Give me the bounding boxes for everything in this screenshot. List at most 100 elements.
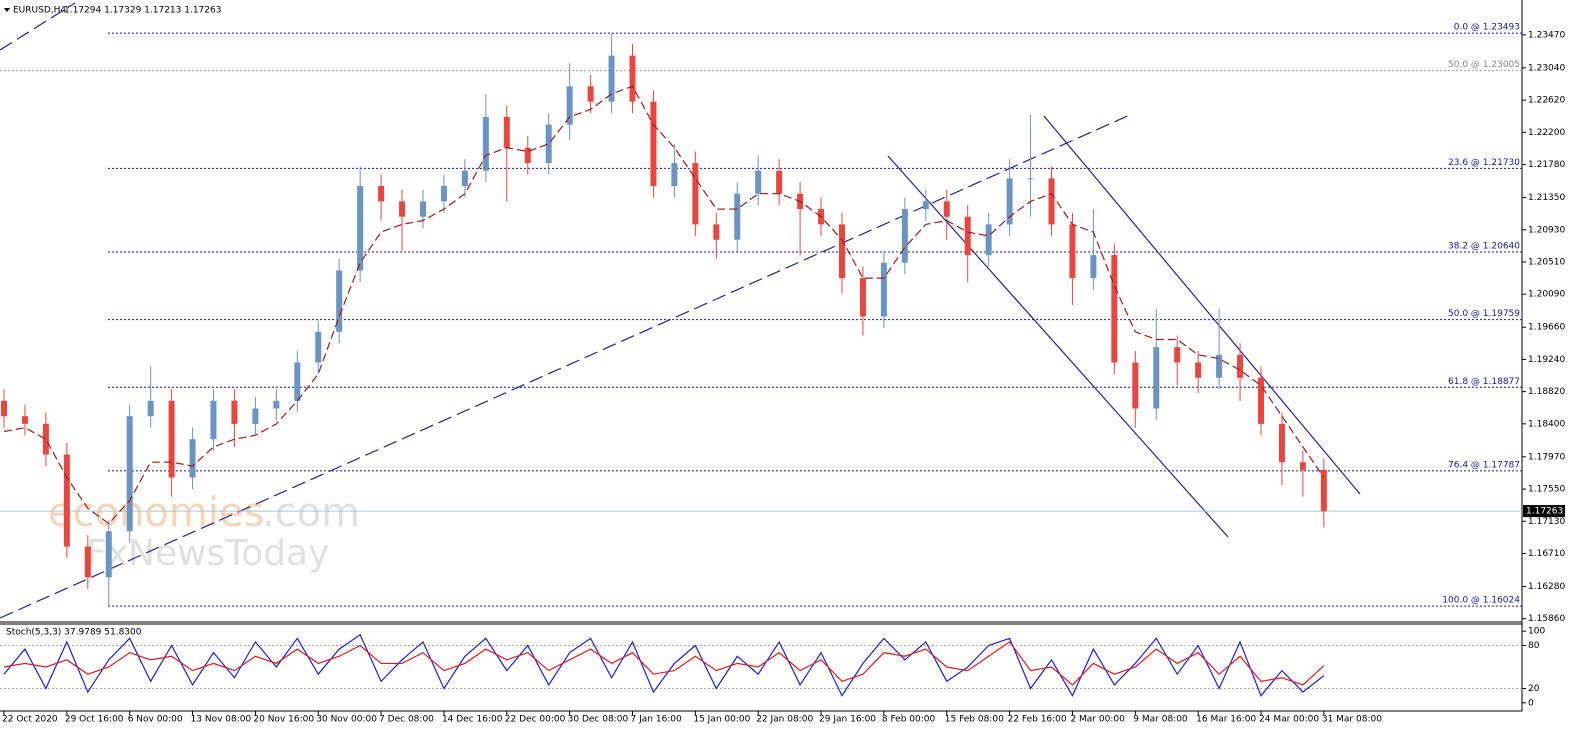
candle-body <box>1195 362 1202 378</box>
candle-body <box>315 331 322 363</box>
candle-body <box>566 86 573 125</box>
candle-body <box>42 423 49 455</box>
x-tick-label: 30 Dec 08:00 <box>568 715 629 725</box>
candle-body <box>1027 178 1034 180</box>
x-tick-label: 22 Dec 00:00 <box>505 715 566 725</box>
candle-body <box>503 117 510 148</box>
candle-body <box>399 201 406 217</box>
candle-body <box>294 362 301 401</box>
quote: 1.17294 1.17329 1.17213 1.17263 <box>64 6 221 16</box>
y-tick-label: 1.16710 <box>1528 549 1565 559</box>
y-tick-label: 1.20930 <box>1528 225 1565 235</box>
candle-body <box>692 163 699 225</box>
x-tick-label: 9 Mar 08:00 <box>1133 715 1188 725</box>
candle-body <box>755 170 762 194</box>
candle-body <box>964 216 971 256</box>
x-tick-label: 24 Mar 00:00 <box>1259 715 1319 725</box>
x-tick-label: 20 Nov 16:00 <box>253 715 314 725</box>
candle-body <box>1132 362 1139 409</box>
symbol: EURUSD,H4 <box>13 6 66 16</box>
stoch-line <box>3 633 1325 697</box>
x-tick-label: 29 Oct 16:00 <box>65 715 124 725</box>
x-tick-label: 29 Jan 16:00 <box>819 715 876 725</box>
candle-body <box>859 278 866 317</box>
y-tick-label: 1.22200 <box>1528 128 1565 138</box>
candle-body <box>231 400 238 424</box>
y-tick-label: 1.17970 <box>1528 452 1565 462</box>
fib-label: 38.2 @ 1.20640 <box>1448 242 1520 252</box>
candle-body <box>1111 255 1118 363</box>
watermark-brand: economies <box>48 490 264 536</box>
candle-body <box>1090 255 1097 279</box>
x-tick-label: 13 Nov 08:00 <box>191 715 252 725</box>
fib-label: 100.0 @ 1.16024 <box>1442 596 1520 606</box>
fib-label: 61.8 @ 1.18877 <box>1448 377 1520 387</box>
candle-body <box>608 55 615 102</box>
candle-body <box>378 186 385 202</box>
x-tick-label: 22 Jan 08:00 <box>756 715 813 725</box>
trendline <box>0 2 76 51</box>
candle-body <box>273 400 280 409</box>
candle-body <box>650 101 657 187</box>
x-tick-label: 14 Dec 16:00 <box>442 715 503 725</box>
moving-average <box>3 85 1325 525</box>
y-tick-label: 1.17550 <box>1528 485 1565 495</box>
y-tick-label: 1.19660 <box>1528 323 1565 333</box>
candle-body <box>461 170 468 187</box>
candle-body <box>985 224 992 256</box>
candle-body <box>336 270 343 332</box>
candle-body <box>189 439 196 478</box>
y-tick-label: 1.23040 <box>1528 63 1565 73</box>
candle-body <box>545 124 552 164</box>
y-tick-label: 1.22620 <box>1528 96 1565 106</box>
y-tick-label: 1.21350 <box>1528 193 1565 203</box>
candle-body <box>713 224 720 240</box>
candle-body <box>1299 462 1306 470</box>
trendlines <box>0 2 1361 619</box>
candle-body <box>524 147 531 164</box>
candle-body <box>1069 224 1076 279</box>
candle-body <box>1320 469 1327 512</box>
y-tick-label: 1.23470 <box>1528 30 1565 40</box>
y-tick-label: 1.17130 <box>1528 517 1565 527</box>
watermark-sub: FxNewsToday <box>86 533 329 574</box>
candle-body <box>1006 178 1013 225</box>
stoch-line <box>3 641 1325 686</box>
candle-body <box>901 209 908 263</box>
candle-body <box>1174 347 1181 363</box>
candle-body <box>440 186 447 202</box>
stoch-tick-label: 20 <box>1528 684 1540 694</box>
y-tick-label: 1.18400 <box>1528 419 1565 429</box>
candle-body <box>105 531 112 578</box>
fib-label: 0.0 @ 1.23493 <box>1454 23 1520 33</box>
x-tick-label: 7 Dec 08:00 <box>379 715 434 725</box>
watermark: economies .com FxNewsToday <box>48 490 360 574</box>
x-tick-label: 30 Nov 00:00 <box>316 715 377 725</box>
candle-body <box>1258 377 1264 424</box>
x-tick-label: 2 Mar 00:00 <box>1070 715 1125 725</box>
channel-line <box>887 155 1229 538</box>
candle-body <box>587 86 594 102</box>
y-tick-label: 1.21780 <box>1528 160 1565 170</box>
y-tick-label: 1.20090 <box>1528 290 1565 300</box>
stoch-tick-label: 0 <box>1528 698 1534 708</box>
fib-label: 76.4 @ 1.17787 <box>1448 460 1520 470</box>
fib-label: 50.0 @ 1.23005 <box>1448 60 1520 70</box>
x-tick-label: 15 Feb 08:00 <box>945 715 1004 725</box>
candle-body <box>922 201 929 210</box>
candle-body <box>839 224 845 279</box>
fib-label: 50.0 @ 1.19759 <box>1448 309 1520 319</box>
y-tick-label: 1.18820 <box>1528 387 1565 397</box>
channel-line <box>1043 115 1361 495</box>
candle-body <box>252 408 259 424</box>
candle-body <box>210 400 217 440</box>
x-tick-label: 15 Jan 00:00 <box>693 715 750 725</box>
x-tick-label: 6 Nov 00:00 <box>128 715 183 725</box>
trendline <box>0 113 1133 619</box>
candle-body <box>1278 423 1285 463</box>
candle-body <box>880 262 887 317</box>
x-tick-label: 22 Feb 16:00 <box>1008 715 1067 725</box>
candle-body <box>482 117 489 171</box>
menu-arrow[interactable] <box>4 8 10 12</box>
